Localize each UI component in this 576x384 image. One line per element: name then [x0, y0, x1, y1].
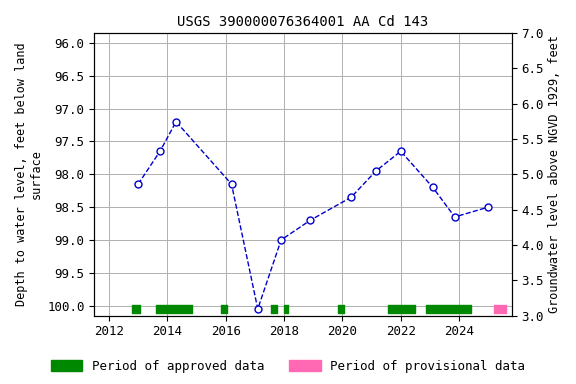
Y-axis label: Depth to water level, feet below land
surface: Depth to water level, feet below land su…: [15, 43, 43, 306]
Y-axis label: Groundwater level above NGVD 1929, feet: Groundwater level above NGVD 1929, feet: [548, 35, 561, 313]
Title: USGS 390000076364001 AA Cd 143: USGS 390000076364001 AA Cd 143: [177, 15, 429, 29]
Legend: Period of approved data, Period of provisional data: Period of approved data, Period of provi…: [46, 355, 530, 378]
